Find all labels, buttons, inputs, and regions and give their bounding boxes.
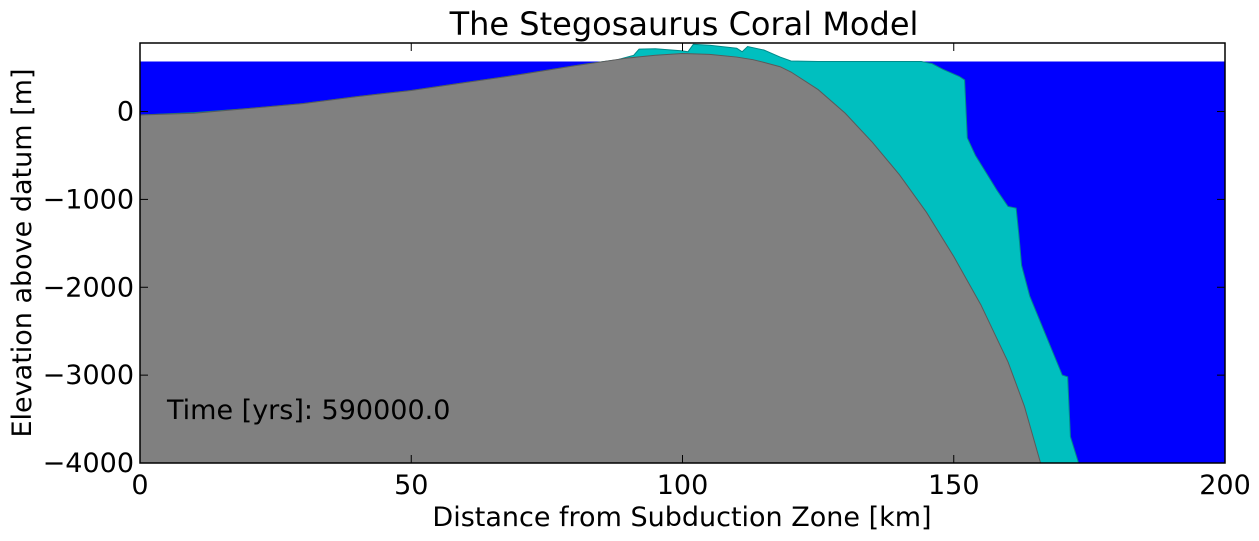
x-axis: 0 50 100 150 200	[131, 43, 1251, 501]
plot-area	[139, 42, 1226, 464]
y-tick-label: 0	[117, 97, 134, 128]
x-tick-label: 0	[131, 470, 148, 501]
x-tick-label: 150	[928, 470, 980, 501]
y-tick-label: −4000	[43, 448, 134, 479]
time-annotation: Time [yrs]: 590000.0	[166, 395, 450, 426]
y-axis-label: Elevation above datum [m]	[7, 68, 38, 437]
chart-title: The Stegosaurus Coral Model	[449, 5, 919, 43]
x-tick-label: 50	[394, 470, 428, 501]
y-tick-label: −3000	[43, 360, 134, 391]
y-tick-label: −2000	[43, 272, 134, 303]
y-tick-label: −1000	[43, 184, 134, 215]
x-tick-label: 100	[657, 470, 709, 501]
series-layer	[140, 43, 1225, 463]
y-axis: −4000 −3000 −2000 −1000 0	[43, 97, 1225, 479]
x-axis-label: Distance from Subduction Zone [km]	[432, 502, 931, 533]
series-area-2	[140, 53, 1042, 463]
x-tick-label: 200	[1199, 470, 1251, 501]
